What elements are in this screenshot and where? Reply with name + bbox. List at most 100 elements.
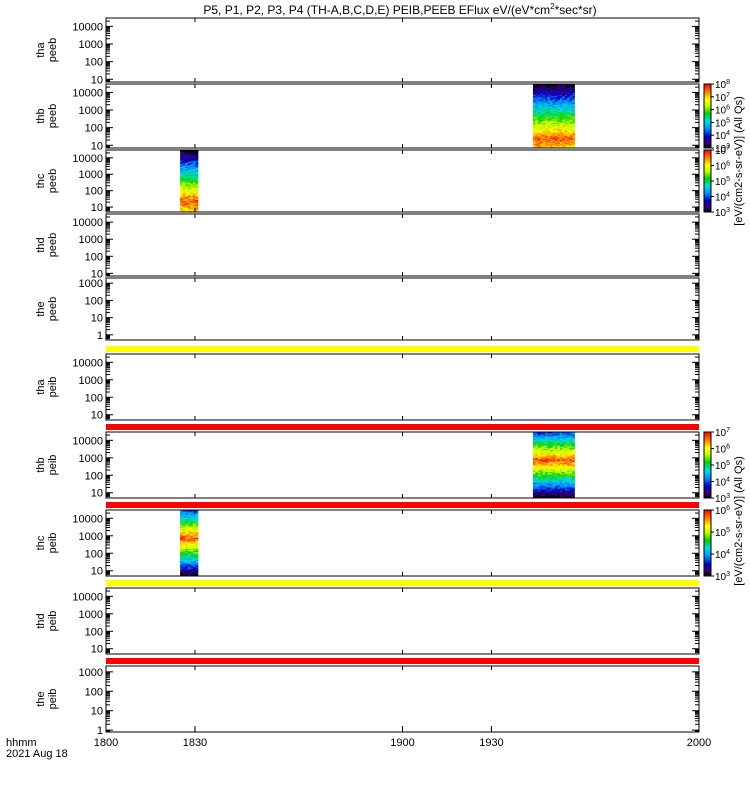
spectrogram-cell: [554, 495, 558, 498]
spectrogram-cell: [532, 474, 536, 477]
spectrogram-cell: [192, 517, 196, 520]
spectrogram-cell: [535, 121, 539, 123]
spectrogram-cell: [542, 142, 546, 145]
spectrogram-cell: [545, 92, 549, 94]
spectrogram-cell: [180, 155, 184, 157]
spectrogram-cell: [554, 441, 558, 444]
spectrogram-cell: [562, 112, 566, 115]
spectrogram-cell: [564, 461, 568, 464]
spectrogram-cell: [192, 185, 196, 187]
spectrogram-cell: [537, 495, 541, 498]
spectrogram-cell: [550, 476, 553, 478]
spectrogram-cell: [557, 94, 561, 97]
spectrogram-cell: [557, 487, 561, 489]
spectrogram-cell: [547, 454, 551, 456]
panel-frame: [105, 587, 700, 655]
spectrogram-cell: [554, 450, 558, 453]
spectrogram-cell: [190, 565, 194, 567]
spectrogram-cell: [550, 137, 553, 139]
spectrogram-cell: [185, 558, 189, 560]
spectrogram-cell: [535, 441, 539, 444]
spectrogram-cell: [187, 566, 191, 568]
spectrogram-cell: [562, 460, 566, 463]
spectrogram-cell: [190, 571, 194, 574]
spectrogram-cell: [542, 133, 546, 135]
spectrogram-cell: [547, 122, 551, 124]
spectrogram-cell: [542, 118, 546, 120]
spectrogram-cell: [540, 92, 544, 94]
spectrogram-cell: [192, 571, 196, 574]
spectrogram-cell: [535, 432, 539, 434]
spectrogram-cell: [182, 572, 186, 575]
spectrogram-cell: [557, 124, 561, 126]
spectrogram-cell: [185, 168, 189, 171]
spectrogram-cell: [190, 548, 194, 550]
spectrogram-cell: [537, 118, 541, 120]
spectrogram-cell: [187, 156, 191, 158]
spectrogram-cell: [559, 84, 563, 86]
spectrogram-cell: [535, 436, 539, 438]
spectrogram-cell: [567, 455, 570, 457]
spectrogram-cell: [185, 571, 189, 574]
spectrogram-cell: [187, 154, 191, 156]
spectrogram-cell: [569, 120, 573, 122]
spectrogram-cell: [559, 438, 563, 441]
spectrogram-cell: [557, 467, 561, 469]
spectrogram-cell: [190, 563, 194, 566]
spectrogram-cell: [554, 142, 558, 145]
spectrogram-cell: [195, 207, 199, 210]
spectrogram-cell: [569, 473, 573, 476]
status-strip: [106, 580, 699, 586]
spectrogram-cell: [552, 460, 556, 463]
spectrogram-cell: [542, 117, 546, 119]
spectrogram-cell: [180, 532, 184, 534]
spectrogram-cell: [180, 523, 184, 525]
spectrogram-cell: [547, 88, 551, 90]
spectrogram-cell: [185, 159, 189, 161]
spectrogram-cell: [557, 120, 561, 122]
spectrogram-cell: [559, 437, 563, 439]
spectrogram-cell: [569, 96, 573, 99]
spectrogram-cell: [554, 117, 558, 119]
spectrogram-cell: [537, 121, 541, 123]
spectrogram-cell: [547, 92, 551, 94]
spectrogram-cell: [185, 181, 189, 183]
spectrogram-cell: [187, 536, 191, 538]
spectrogram-cell: [554, 473, 558, 476]
spectrogram-cell: [537, 484, 541, 487]
spectrogram-cell: [542, 120, 546, 122]
panel-frame: [105, 213, 700, 277]
spectrogram-cell: [540, 103, 544, 105]
spectrogram-cell: [567, 91, 570, 93]
spectrogram-cell: [545, 466, 549, 468]
spectrogram-cell: [542, 488, 546, 490]
spectrogram-cell: [190, 150, 194, 152]
spectrogram-cell: [180, 199, 184, 202]
spectrogram-cell: [545, 96, 549, 99]
spectrogram-band: [180, 150, 199, 213]
spectrogram-cell: [180, 162, 184, 164]
spectrogram-cell: [192, 538, 196, 541]
spectrogram-cell: [540, 128, 544, 131]
spectrogram-cell: [190, 528, 194, 531]
spectrogram-cell: [537, 473, 541, 476]
spectrogram-cell: [537, 113, 541, 116]
spectrogram-cell: [540, 455, 544, 457]
spectrogram-cell: [540, 102, 544, 104]
spectrogram-cell: [564, 456, 568, 458]
spectrogram-cell: [569, 460, 573, 463]
spectrogram-cell: [532, 434, 536, 436]
spectrogram-cell: [187, 175, 191, 178]
spectrogram-cell: [187, 544, 191, 546]
spectrogram-cell: [564, 86, 568, 88]
spectrogram-cell: [542, 103, 546, 105]
spectrogram-cell: [540, 460, 544, 463]
spectrogram-cell: [187, 548, 191, 550]
spectrogram-cell: [187, 541, 191, 544]
spectrogram-cell: [547, 125, 551, 128]
spectrogram-cell: [557, 117, 561, 119]
spectrogram-cell: [540, 141, 544, 144]
spectrogram-cell: [557, 91, 561, 93]
spectrogram-cell: [182, 544, 186, 546]
spectrogram-cell: [564, 479, 568, 481]
